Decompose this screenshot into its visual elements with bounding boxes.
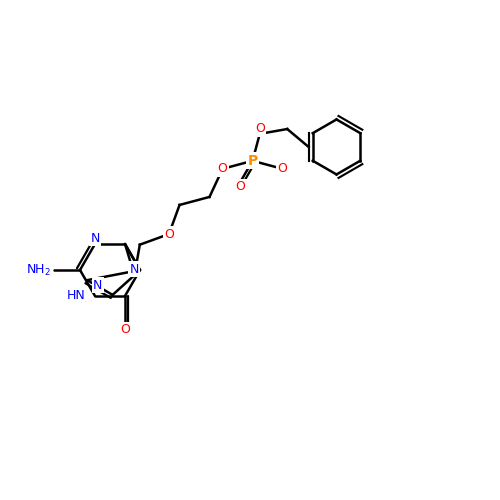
Text: N: N xyxy=(93,278,102,291)
Text: NH$_2$: NH$_2$ xyxy=(26,262,51,278)
Text: O: O xyxy=(164,228,174,240)
Text: O: O xyxy=(277,162,287,174)
Text: P: P xyxy=(248,154,258,168)
Text: O: O xyxy=(218,162,228,175)
Text: HN: HN xyxy=(67,290,86,302)
Text: O: O xyxy=(120,324,130,336)
Text: N: N xyxy=(130,262,139,276)
Text: O: O xyxy=(236,180,246,193)
Text: O: O xyxy=(255,122,264,136)
Text: N: N xyxy=(90,232,100,244)
